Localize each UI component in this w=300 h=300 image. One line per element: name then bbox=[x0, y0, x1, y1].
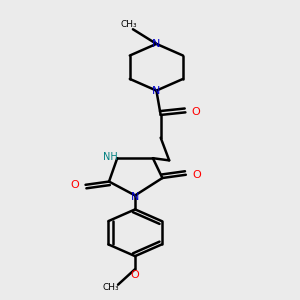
Text: O: O bbox=[131, 270, 140, 280]
Text: O: O bbox=[70, 180, 79, 190]
Text: CH₃: CH₃ bbox=[102, 284, 119, 292]
Text: N: N bbox=[152, 85, 160, 96]
Text: N: N bbox=[152, 39, 160, 49]
Text: O: O bbox=[191, 107, 200, 117]
Text: O: O bbox=[192, 170, 201, 180]
Text: NH: NH bbox=[103, 152, 118, 162]
Text: N: N bbox=[131, 192, 139, 202]
Text: CH₃: CH₃ bbox=[120, 20, 137, 29]
